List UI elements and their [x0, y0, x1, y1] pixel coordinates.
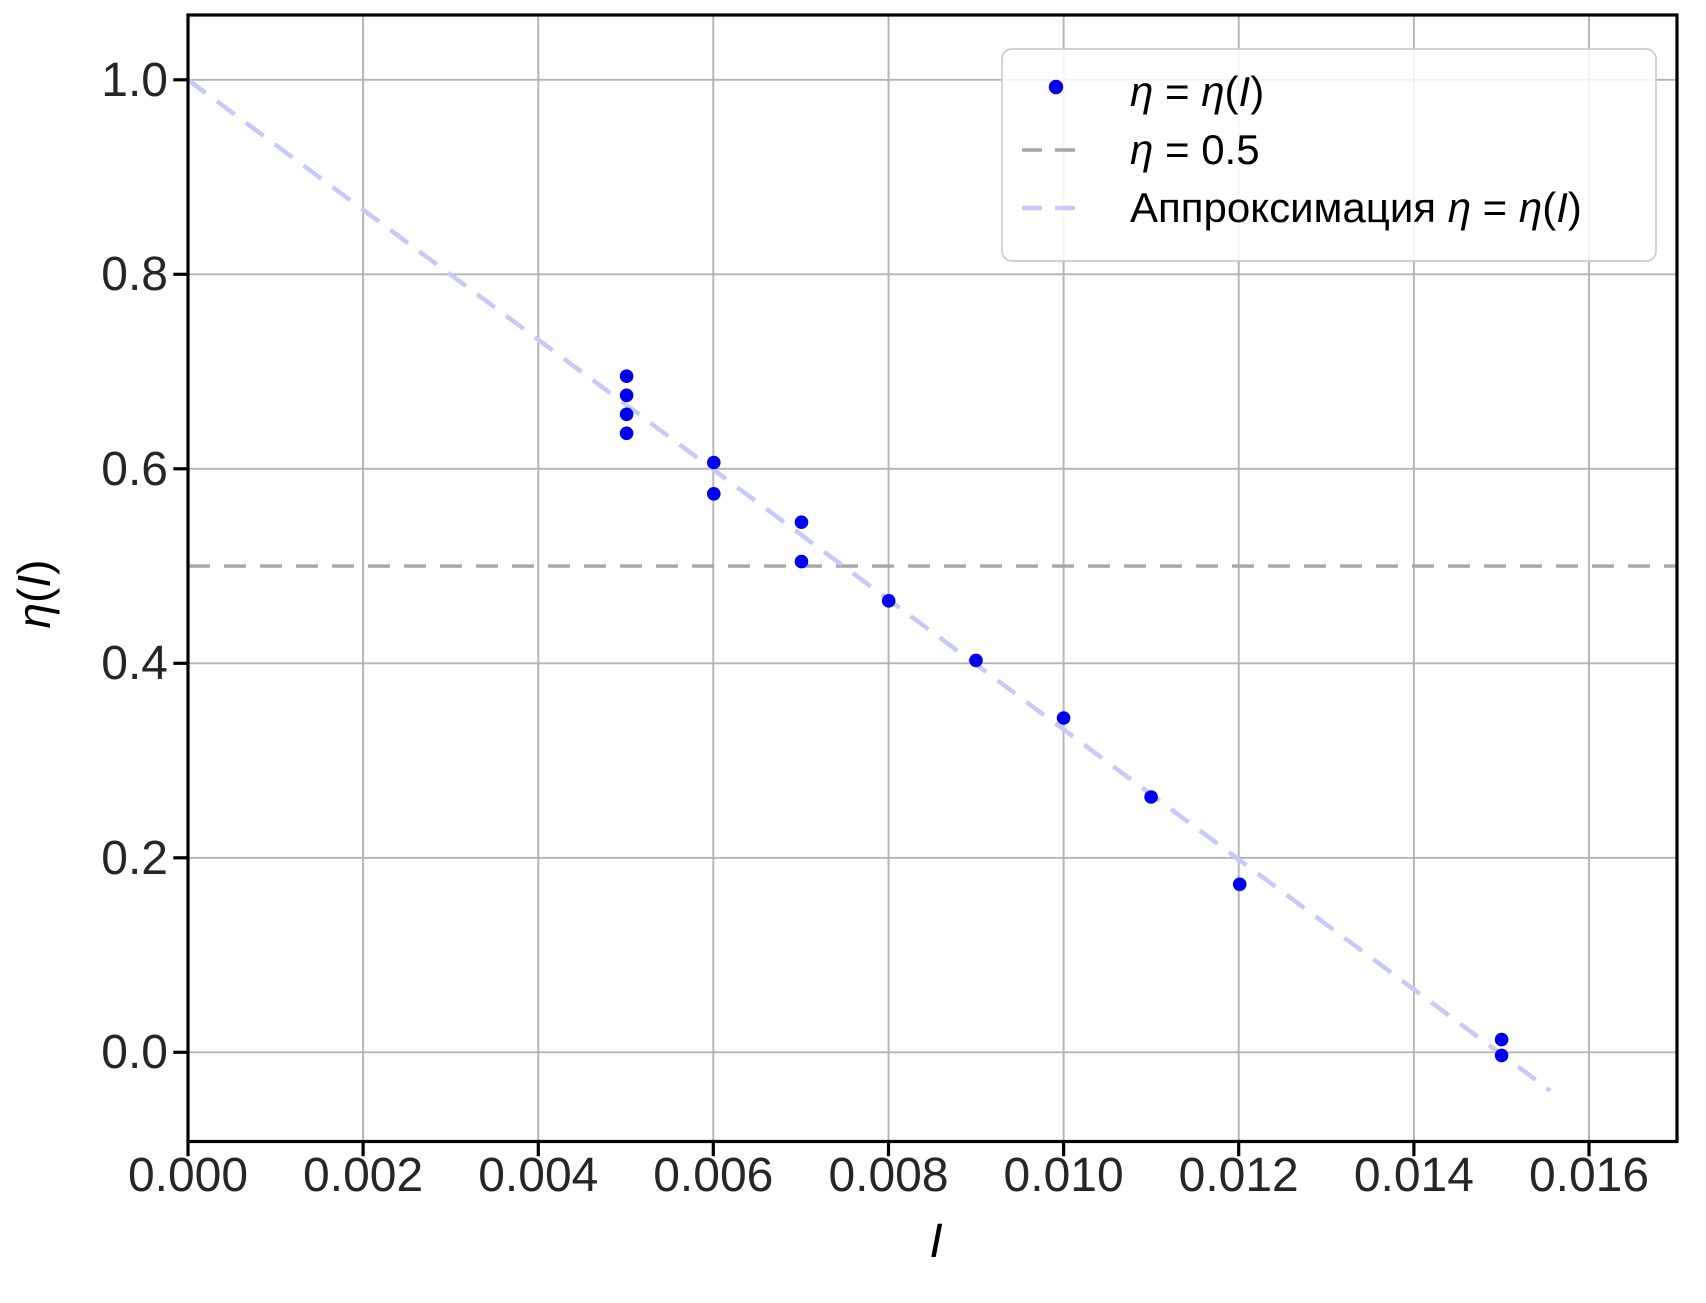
svg-text:η(I): η(I): [8, 560, 60, 629]
svg-text:0.012: 0.012: [1179, 1149, 1299, 1202]
svg-text:0.0: 0.0: [101, 1026, 168, 1079]
svg-text:1.0: 1.0: [101, 54, 168, 107]
svg-text:0.016: 0.016: [1529, 1149, 1649, 1202]
svg-text:0.014: 0.014: [1354, 1149, 1474, 1202]
svg-text:η = 0.5: η = 0.5: [1130, 126, 1260, 173]
svg-text:0.006: 0.006: [653, 1149, 773, 1202]
svg-text:0.010: 0.010: [1004, 1149, 1124, 1202]
svg-text:0.8: 0.8: [101, 248, 168, 301]
svg-text:Аппроксимация η = η(I): Аппроксимация η = η(I): [1130, 184, 1582, 231]
svg-text:0.2: 0.2: [101, 832, 168, 885]
svg-text:I: I: [929, 1215, 942, 1268]
svg-text:0.4: 0.4: [101, 637, 168, 690]
svg-text:0.002: 0.002: [303, 1149, 423, 1202]
svg-text:η = η(I): η = η(I): [1130, 68, 1264, 115]
svg-text:0.000: 0.000: [128, 1149, 248, 1202]
svg-text:0.6: 0.6: [101, 443, 168, 496]
svg-text:0.008: 0.008: [828, 1149, 948, 1202]
svg-text:0.004: 0.004: [478, 1149, 598, 1202]
